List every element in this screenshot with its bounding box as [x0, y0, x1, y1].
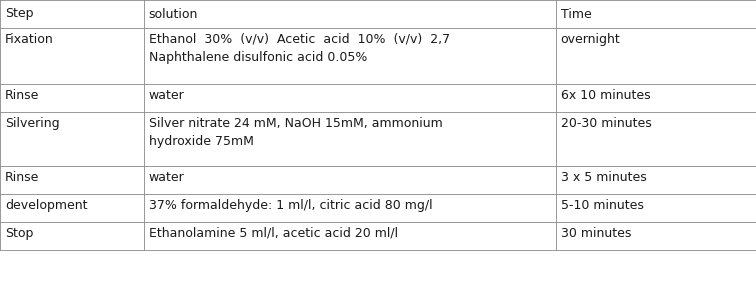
Text: water: water	[149, 89, 184, 102]
Text: 30 minutes: 30 minutes	[561, 227, 631, 240]
Text: Rinse: Rinse	[5, 171, 39, 184]
Text: overnight: overnight	[561, 33, 621, 46]
Text: 20-30 minutes: 20-30 minutes	[561, 117, 652, 130]
Text: 37% formaldehyde: 1 ml/l, citric acid 80 mg/l: 37% formaldehyde: 1 ml/l, citric acid 80…	[149, 199, 432, 212]
Text: Ethanolamine 5 ml/l, acetic acid 20 ml/l: Ethanolamine 5 ml/l, acetic acid 20 ml/l	[149, 227, 398, 240]
Text: Step: Step	[5, 8, 33, 21]
Text: Silver nitrate 24 mM, NaOH 15mM, ammonium
hydroxide 75mM: Silver nitrate 24 mM, NaOH 15mM, ammoniu…	[149, 117, 442, 148]
Text: 6x 10 minutes: 6x 10 minutes	[561, 89, 650, 102]
Text: Ethanol  30%  (v/v)  Acetic  acid  10%  (v/v)  2,7
Naphthalene disulfonic acid 0: Ethanol 30% (v/v) Acetic acid 10% (v/v) …	[149, 33, 450, 64]
Text: Silvering: Silvering	[5, 117, 60, 130]
Text: Time: Time	[561, 8, 591, 21]
Text: development: development	[5, 199, 88, 212]
Text: Stop: Stop	[5, 227, 33, 240]
Text: 3 x 5 minutes: 3 x 5 minutes	[561, 171, 646, 184]
Text: Rinse: Rinse	[5, 89, 39, 102]
Text: solution: solution	[149, 8, 198, 21]
Text: water: water	[149, 171, 184, 184]
Text: 5-10 minutes: 5-10 minutes	[561, 199, 643, 212]
Text: Fixation: Fixation	[5, 33, 54, 46]
